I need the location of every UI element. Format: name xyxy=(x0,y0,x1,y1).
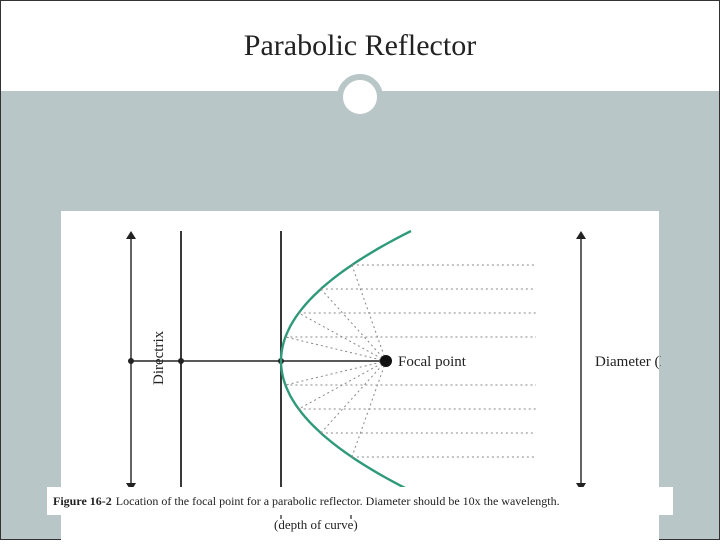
slide-title: Parabolic Reflector xyxy=(244,29,476,63)
figure-caption-text: Location of the focal point for a parabo… xyxy=(116,494,560,509)
decorative-ring-icon xyxy=(337,74,383,120)
svg-text:(depth of curve): (depth of curve) xyxy=(274,517,358,532)
slide-body: DirectrixFocal pointDiameter (D)h(depth … xyxy=(1,91,719,539)
slide: Parabolic Reflector Directrix Focal point… xyxy=(0,0,720,540)
figure-number: Figure 16-2 xyxy=(53,494,112,509)
svg-text:Diameter (D): Diameter (D) xyxy=(595,354,661,370)
svg-text:Directrix: Directrix xyxy=(151,330,167,385)
figure-caption: Figure 16-2 Location of the focal point … xyxy=(47,487,673,515)
svg-text:Focal point: Focal point xyxy=(398,354,467,370)
